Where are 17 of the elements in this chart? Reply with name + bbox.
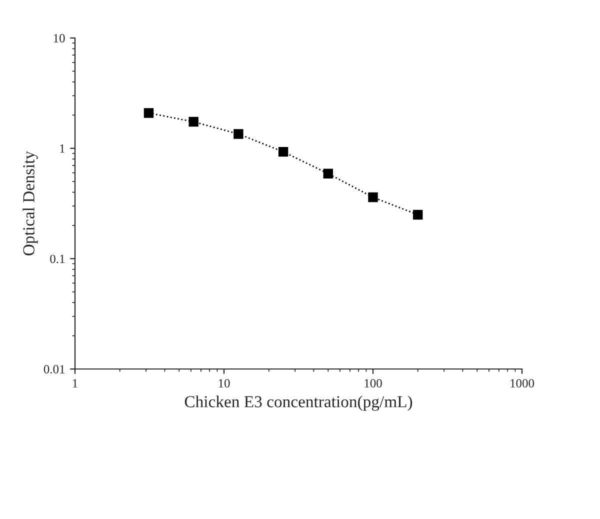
x-tick-label: 10 (218, 379, 230, 388)
y-tick-label: 10 (54, 34, 65, 42)
y-tick-label: 0.1 (50, 254, 65, 264)
y-tick-label: 0.01 (44, 365, 65, 374)
x-tick-label: 1 (72, 379, 78, 388)
point (412, 210, 423, 220)
point (188, 116, 198, 127)
point (323, 168, 334, 178)
x-tick-label: 100 (364, 379, 382, 388)
x-axis-title: Chicken E3 concentration(pg/mL) (184, 396, 412, 411)
point (234, 129, 244, 139)
x-tick-label: 1000 (510, 379, 534, 388)
point (278, 146, 288, 157)
y-tick-label: 1 (60, 144, 65, 153)
point (368, 192, 378, 202)
y-axis-title: Optical Density (22, 151, 38, 256)
point (144, 108, 154, 118)
